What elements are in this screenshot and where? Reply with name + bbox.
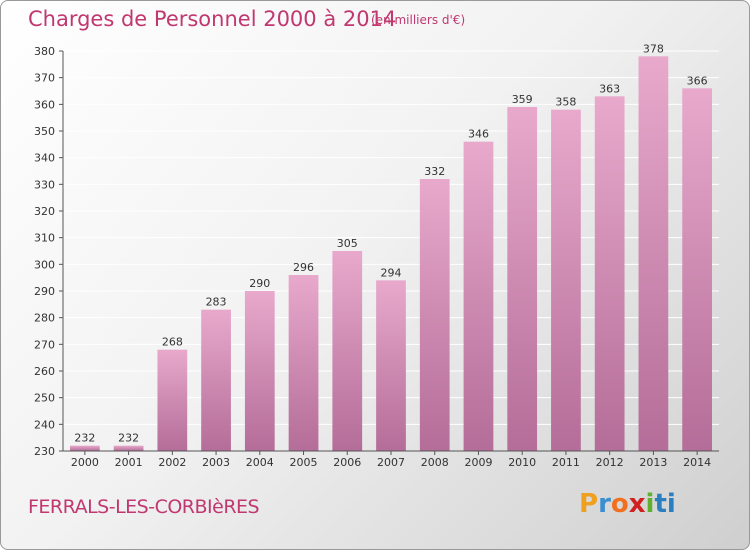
bar bbox=[113, 445, 144, 451]
x-tick-label: 2000 bbox=[71, 456, 99, 469]
bar bbox=[157, 349, 188, 451]
y-tick-label: 270 bbox=[34, 338, 55, 351]
bar bbox=[551, 109, 581, 452]
x-tick-label: 2010 bbox=[508, 456, 536, 469]
x-tick-label: 2013 bbox=[639, 456, 667, 469]
bar bbox=[288, 275, 319, 451]
data-label: 296 bbox=[293, 261, 314, 274]
y-tick-label: 300 bbox=[34, 258, 55, 271]
data-label: 366 bbox=[687, 74, 708, 87]
logo-letter: o bbox=[610, 489, 629, 519]
bar bbox=[332, 251, 363, 451]
commune-name: FERRALS-LES-CORBIèRES bbox=[28, 496, 260, 518]
bar bbox=[638, 56, 669, 451]
bar bbox=[376, 280, 406, 451]
axes: 230 240 250 260 270 280 290 300 310 320 330 340 350 3… bbox=[34, 45, 719, 469]
data-label: 232 bbox=[74, 432, 95, 445]
logo-letter: r bbox=[598, 489, 611, 519]
logo-letter: P bbox=[579, 489, 599, 519]
bar bbox=[244, 291, 275, 451]
y-tick-label: 380 bbox=[34, 45, 55, 58]
y-tick-label: 370 bbox=[34, 72, 55, 85]
logo-letter: i bbox=[645, 489, 655, 519]
y-tick-label: 330 bbox=[34, 178, 55, 191]
data-label: 268 bbox=[162, 336, 183, 349]
bar bbox=[594, 96, 625, 451]
bar bbox=[201, 309, 231, 451]
y-tick-label: 240 bbox=[34, 418, 55, 431]
data-label: 290 bbox=[249, 277, 270, 290]
y-tick-label: 350 bbox=[34, 125, 55, 138]
y-tick-label: 280 bbox=[34, 312, 55, 325]
data-label: 378 bbox=[643, 42, 664, 55]
data-label: 346 bbox=[468, 128, 489, 141]
x-tick-label: 2009 bbox=[464, 456, 492, 469]
y-tick-label: 320 bbox=[34, 205, 55, 218]
data-label: 294 bbox=[381, 266, 402, 279]
data-label: 332 bbox=[424, 165, 445, 178]
data-label: 232 bbox=[118, 432, 139, 445]
proxiti-logo: Proxiti bbox=[579, 489, 676, 519]
y-tick-label: 360 bbox=[34, 98, 55, 111]
data-label: 363 bbox=[599, 82, 620, 95]
y-tick-label: 260 bbox=[34, 365, 55, 378]
x-tick-label: 2005 bbox=[290, 456, 318, 469]
data-label: 283 bbox=[206, 296, 227, 309]
data-label: 358 bbox=[555, 96, 576, 109]
x-tick-label: 2003 bbox=[202, 456, 230, 469]
bar bbox=[507, 107, 538, 451]
x-tick-label: 2008 bbox=[421, 456, 449, 469]
x-tick-label: 2014 bbox=[683, 456, 711, 469]
data-label: 305 bbox=[337, 237, 358, 250]
bar bbox=[463, 141, 494, 451]
x-tick-label: 2001 bbox=[115, 456, 143, 469]
y-tick-label: 310 bbox=[34, 232, 55, 245]
logo-letter: x bbox=[628, 489, 646, 519]
x-tick-label: 2011 bbox=[552, 456, 580, 469]
chart-subtitle: (en milliers d'€) bbox=[371, 13, 466, 27]
bars bbox=[69, 56, 713, 452]
y-tick-label: 290 bbox=[34, 285, 55, 298]
logo-letter: ti bbox=[654, 489, 676, 519]
bar bbox=[419, 179, 450, 451]
bar bbox=[682, 88, 713, 451]
x-tick-label: 2012 bbox=[596, 456, 624, 469]
x-tick-label: 2006 bbox=[333, 456, 361, 469]
x-tick-label: 2007 bbox=[377, 456, 405, 469]
x-tick-label: 2002 bbox=[158, 456, 186, 469]
chart-title: Charges de Personnel 2000 à 2014 bbox=[28, 7, 397, 31]
y-tick-label: 340 bbox=[34, 152, 55, 165]
y-tick-label: 230 bbox=[34, 445, 55, 458]
bar bbox=[69, 445, 100, 451]
data-label: 359 bbox=[512, 93, 533, 106]
data-labels: 232 232 268 283 290 296 305 294 332 346 359 358 363 3… bbox=[74, 42, 707, 444]
y-tick-label: 250 bbox=[34, 392, 55, 405]
x-tick-label: 2004 bbox=[246, 456, 274, 469]
